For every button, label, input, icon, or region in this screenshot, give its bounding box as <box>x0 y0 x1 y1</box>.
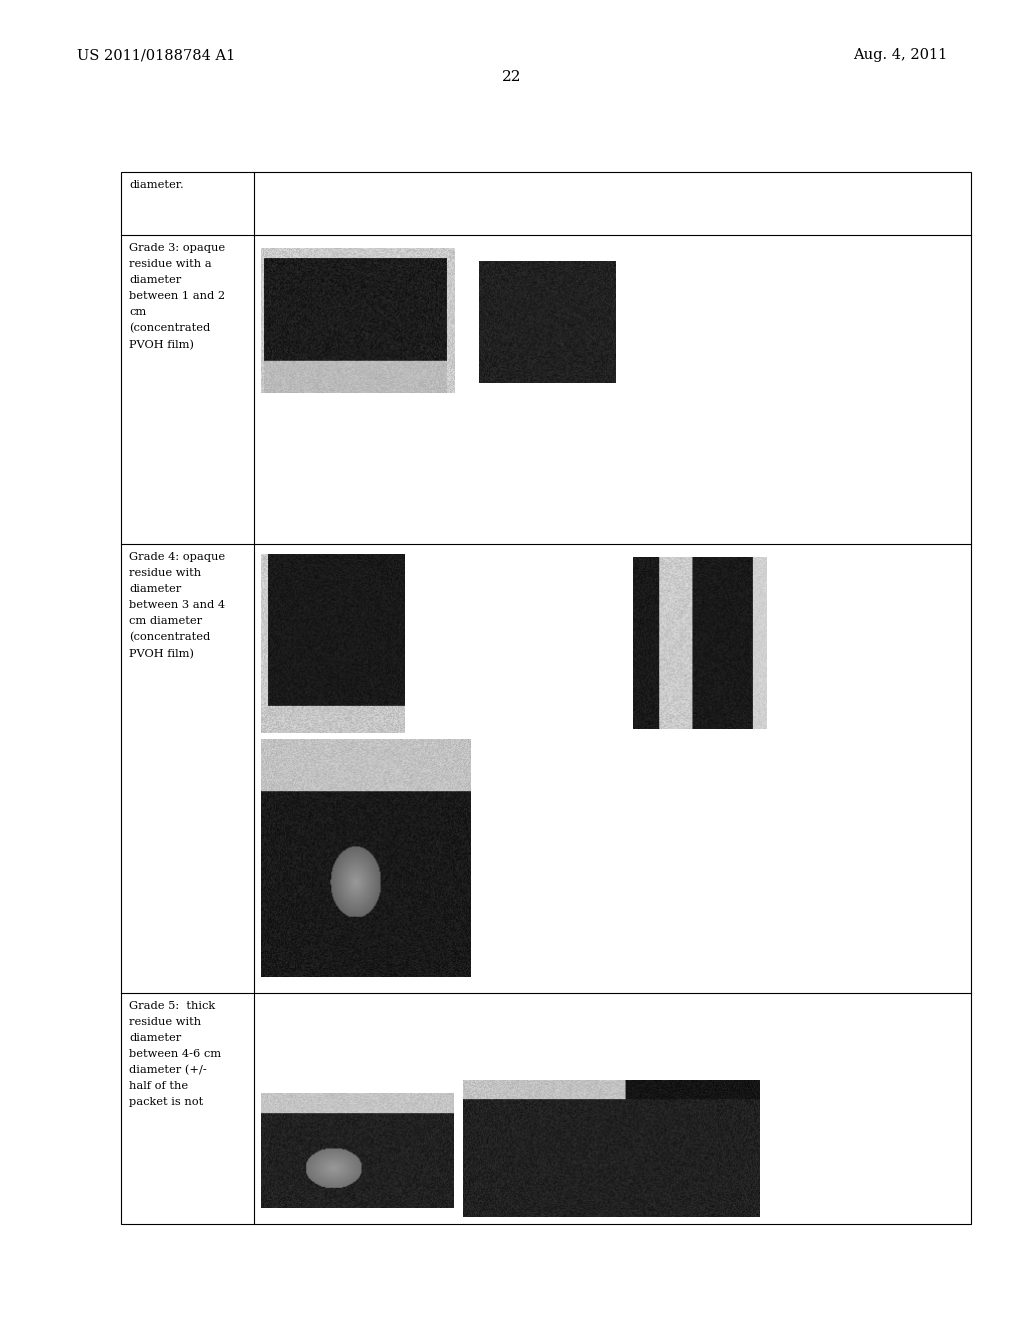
Text: US 2011/0188784 A1: US 2011/0188784 A1 <box>77 49 236 62</box>
Text: 22: 22 <box>502 70 522 83</box>
Text: Aug. 4, 2011: Aug. 4, 2011 <box>853 49 947 62</box>
Text: diameter.: diameter. <box>129 180 183 190</box>
Text: Grade 4: opaque
residue with
diameter
between 3 and 4
cm diameter
(concentrated
: Grade 4: opaque residue with diameter be… <box>129 552 225 659</box>
Text: Grade 5:  thick
residue with
diameter
between 4-6 cm
diameter (+/-
half of the
p: Grade 5: thick residue with diameter bet… <box>129 1001 221 1107</box>
Text: Grade 3: opaque
residue with a
diameter
between 1 and 2
cm
(concentrated
PVOH fi: Grade 3: opaque residue with a diameter … <box>129 243 225 350</box>
Bar <box>121 172 971 1224</box>
